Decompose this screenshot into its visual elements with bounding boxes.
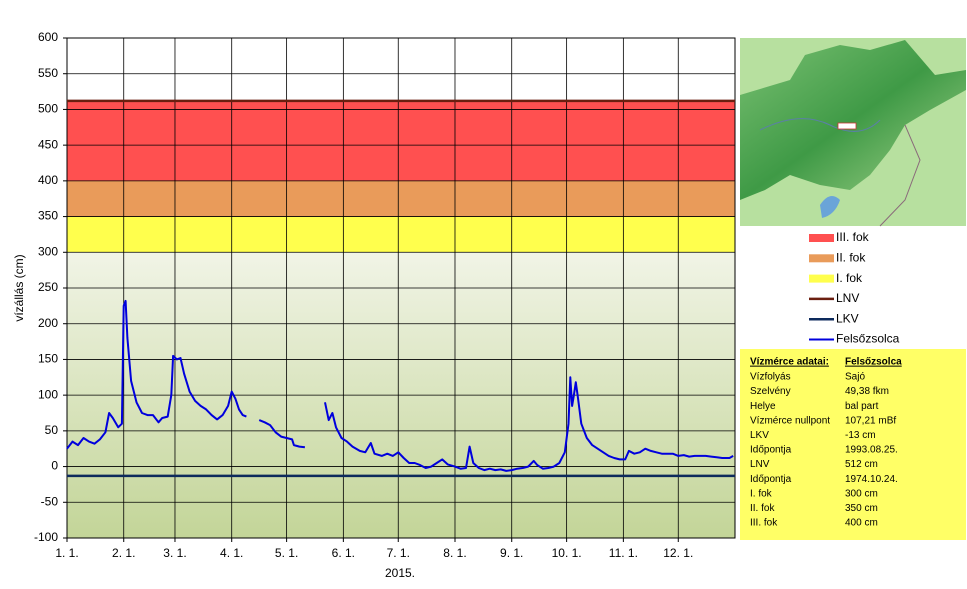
info-key: Helye	[750, 401, 776, 412]
x-tick-label: 8. 1.	[443, 546, 466, 560]
y-tick-label: 600	[38, 30, 58, 44]
x-axis-label: 2015.	[385, 566, 415, 580]
y-axis-label: vízállás (cm)	[12, 254, 26, 321]
x-tick-label: 1. 1.	[55, 546, 78, 560]
x-tick-label: 6. 1.	[332, 546, 355, 560]
x-tick-label: 9. 1.	[500, 546, 523, 560]
legend-label: III. fok	[836, 230, 870, 244]
info-value: 1974.10.24.	[845, 474, 898, 485]
info-key: LKV	[750, 430, 769, 441]
plot-border	[66, 37, 736, 539]
info-key: III. fok	[750, 518, 778, 529]
x-tick-label: 11. 1.	[609, 546, 638, 560]
info-value: 107,21 mBf	[845, 415, 896, 426]
x-tick-label: 5. 1.	[275, 546, 298, 560]
x-tick-label: 3. 1.	[163, 546, 186, 560]
info-value: 49,38 fkm	[845, 386, 889, 397]
info-value: 400 cm	[845, 518, 878, 529]
y-tick-label: 350	[38, 209, 58, 223]
x-tick-label: 2. 1.	[112, 546, 135, 560]
info-key: Vízfolyás	[750, 372, 791, 383]
y-tick-label: 300	[38, 244, 58, 258]
info-key: Szelvény	[750, 386, 791, 397]
legend-label: I. fok	[836, 271, 863, 285]
legend-label: LNV	[836, 291, 859, 305]
info-key: Időpontja	[750, 474, 792, 485]
legend-swatch	[809, 234, 834, 242]
y-tick-label: 250	[38, 280, 58, 294]
info-header: Felsőzsolca	[845, 357, 902, 368]
info-value: bal part	[845, 401, 879, 412]
info-value: 300 cm	[845, 488, 878, 499]
y-tick-label: 450	[38, 137, 58, 151]
y-tick-label: -100	[34, 530, 58, 544]
info-box	[740, 349, 966, 540]
info-value: 512 cm	[845, 459, 878, 470]
y-tick-label: 200	[38, 316, 58, 330]
info-key: LNV	[750, 459, 770, 470]
legend-swatch	[809, 274, 834, 283]
legend-label: II. fok	[836, 250, 866, 264]
info-value: Sajó	[845, 372, 865, 383]
info-key: I. fok	[750, 488, 773, 499]
info-value: 1993.08.25.	[845, 445, 898, 456]
x-tick-label: 10. 1.	[552, 546, 582, 560]
legend-label: Felsőzsolca	[836, 332, 900, 346]
info-key: Vízmérce nullpont	[750, 415, 830, 426]
x-tick-label: 7. 1.	[387, 546, 410, 560]
data-line	[66, 299, 734, 472]
y-tick-label: 50	[45, 423, 59, 437]
y-tick-label: 100	[38, 387, 58, 401]
legend-label: LKV	[836, 311, 859, 325]
warning-band	[67, 216, 735, 253]
info-key: II. fok	[750, 503, 775, 514]
y-tick-label: 550	[38, 66, 58, 80]
info-header: Vízmérce adatai:	[750, 357, 829, 368]
warning-band	[67, 180, 735, 217]
x-tick-label: 4. 1.	[220, 546, 243, 560]
info-value: -13 cm	[845, 430, 876, 441]
y-tick-label: 500	[38, 102, 58, 116]
y-tick-label: 400	[38, 173, 58, 187]
y-tick-label: 150	[38, 352, 58, 366]
legend-swatch	[809, 254, 834, 263]
x-tick-label: 12. 1.	[663, 546, 693, 560]
info-value: 350 cm	[845, 503, 878, 514]
y-tick-label: -50	[41, 494, 59, 508]
map	[740, 38, 966, 227]
warning-band	[67, 100, 735, 181]
info-key: Időpontja	[750, 445, 792, 456]
y-tick-label: 0	[51, 459, 58, 473]
